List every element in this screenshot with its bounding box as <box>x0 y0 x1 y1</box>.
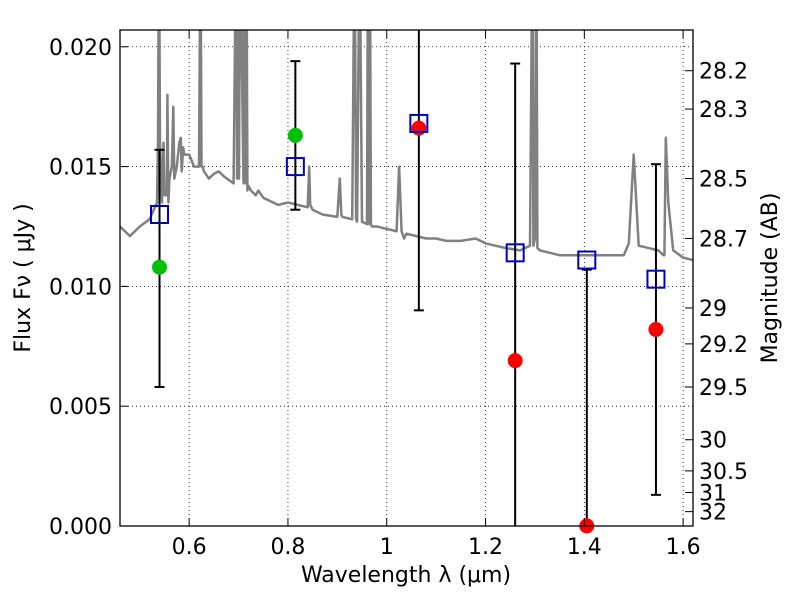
model-flux-square <box>409 113 429 133</box>
x-tick-label: 1.4 <box>567 535 602 560</box>
plot-frame <box>119 29 694 527</box>
x-tick-label: 1.2 <box>468 535 503 560</box>
magnitude-tick-label: 28.3 <box>699 98 748 123</box>
magnitude-tick-label: 30 <box>699 429 727 454</box>
magnitude-tick-label: 32 <box>699 501 727 526</box>
magnitude-tick-label: 30.5 <box>699 460 748 485</box>
plot-area-background <box>120 30 693 526</box>
magnitude-tick-label: 29.2 <box>699 333 748 358</box>
observed-flux-point <box>507 353 523 369</box>
magnitude-tick-label: 29.5 <box>699 376 748 401</box>
x-axis-ticks: 0.6 0.8 1 1.2 1.4 1.6 <box>172 30 701 560</box>
model-flux-square <box>577 250 597 270</box>
y-tick-label: 0.015 <box>49 156 112 181</box>
model-flux-square <box>150 205 170 225</box>
magnitude-tick-label: 29 <box>699 297 727 322</box>
x-tick-label: 1 <box>380 535 394 560</box>
observed-flux-point <box>287 127 303 143</box>
y-tick-label: 0.010 <box>49 275 112 300</box>
observed-flux-point <box>648 322 664 338</box>
model-flux-square <box>505 243 525 263</box>
observed-flux-point <box>411 120 427 136</box>
model-flux-square <box>646 269 666 289</box>
magnitude-tick-label: 28.7 <box>699 227 748 252</box>
observed-flux-point <box>152 259 168 275</box>
model-spectrum-line <box>120 30 693 262</box>
magnitude-tick-label: 28.5 <box>699 168 748 193</box>
y-tick-label: 0.020 <box>49 36 112 61</box>
x-tick-label: 0.6 <box>172 535 207 560</box>
x-tick-label: 1.6 <box>666 535 701 560</box>
model-spectrum <box>120 30 693 262</box>
y-axis-ticks: 0.000 0.005 0.010 0.015 0.020 <box>49 36 128 540</box>
y-tick-label: 0.005 <box>49 395 112 420</box>
grid-lines <box>120 30 693 527</box>
magnitude-tick-label: 31 <box>699 481 727 506</box>
magnitude-axis-label: Magnitude (AB) <box>758 193 783 364</box>
x-axis-label: Wavelength λ (μm) <box>301 563 511 588</box>
magnitude-tick-label: 28.2 <box>699 60 748 85</box>
y-axis-label: Flux Fν ( μJy ) <box>11 203 36 352</box>
model-flux-square <box>285 157 305 177</box>
y-tick-label: 0.000 <box>49 515 112 540</box>
x-tick-label: 0.8 <box>270 535 305 560</box>
error-bars <box>154 30 661 526</box>
